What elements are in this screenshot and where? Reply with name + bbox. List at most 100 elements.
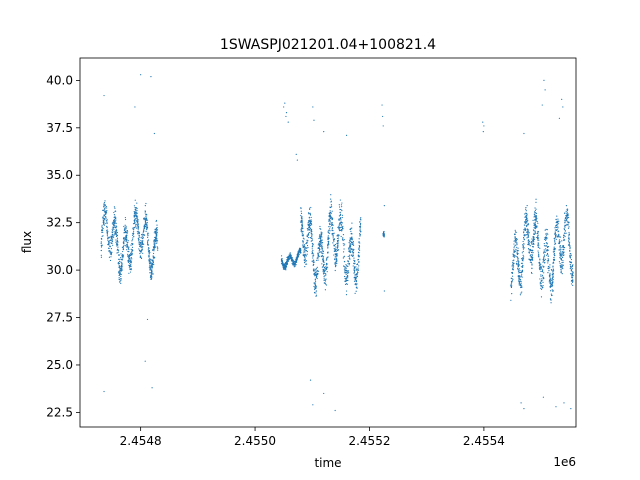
data-point — [540, 287, 542, 289]
y-axis-ticks: 22.525.027.530.032.535.037.540.0 — [46, 73, 80, 419]
data-point — [305, 263, 307, 265]
data-point — [559, 266, 562, 268]
data-point — [571, 266, 573, 268]
data-point — [145, 219, 147, 221]
data-point — [558, 261, 561, 263]
data-point — [519, 276, 521, 278]
data-point — [101, 227, 103, 229]
data-point — [344, 271, 346, 273]
data-point — [547, 259, 550, 261]
data-point — [563, 249, 565, 251]
data-point — [556, 236, 558, 238]
data-point — [356, 273, 358, 276]
data-point — [536, 221, 538, 223]
data-point — [298, 254, 300, 256]
data-point — [358, 247, 360, 250]
data-point — [539, 283, 541, 285]
data-point — [520, 286, 522, 289]
data-point — [124, 227, 126, 229]
data-point — [532, 240, 535, 242]
data-point — [137, 231, 140, 233]
data-point — [327, 247, 329, 249]
data-point — [303, 252, 305, 254]
data-point — [124, 224, 126, 226]
data-point — [328, 219, 331, 221]
data-point — [537, 230, 539, 233]
data-point — [150, 274, 153, 276]
data-point — [532, 239, 534, 241]
data-point — [511, 292, 513, 295]
data-point — [102, 223, 105, 225]
data-point — [296, 257, 299, 259]
data-point — [353, 266, 356, 268]
data-point — [282, 262, 284, 264]
data-point — [132, 227, 134, 229]
data-point — [354, 260, 356, 262]
data-point — [525, 228, 527, 230]
data-point — [546, 232, 548, 234]
data-point — [325, 278, 327, 280]
data-point — [359, 235, 361, 237]
data-point — [128, 266, 131, 268]
data-point — [554, 233, 556, 235]
data-point — [132, 228, 134, 230]
data-point — [152, 261, 155, 263]
data-point — [383, 235, 385, 237]
data-point — [140, 74, 142, 76]
data-point — [111, 228, 113, 230]
data-point — [301, 224, 303, 226]
data-point — [563, 251, 565, 254]
data-point — [143, 218, 145, 221]
data-point — [352, 242, 354, 244]
data-point — [329, 221, 331, 223]
data-point — [512, 262, 514, 265]
data-point — [119, 272, 122, 274]
data-point — [307, 212, 310, 214]
data-point — [512, 267, 514, 269]
data-point — [566, 217, 569, 219]
data-point — [551, 289, 553, 291]
data-point — [545, 250, 547, 252]
data-point — [513, 251, 515, 253]
y-tick-label: 32.5 — [46, 216, 73, 230]
data-point — [518, 281, 520, 283]
data-point — [125, 246, 128, 248]
data-point — [116, 242, 118, 244]
data-point — [533, 211, 536, 213]
data-point — [348, 254, 351, 256]
data-point — [129, 271, 132, 273]
data-point — [113, 211, 115, 214]
data-point — [539, 282, 541, 284]
data-point — [143, 234, 145, 236]
data-point — [515, 240, 517, 242]
data-point — [514, 236, 516, 238]
data-point — [547, 272, 549, 274]
data-point — [106, 226, 108, 229]
data-point — [106, 207, 108, 209]
data-point — [333, 240, 335, 242]
data-point — [314, 278, 316, 280]
data-point — [317, 259, 319, 261]
x-axis-title: time — [314, 456, 341, 470]
data-point — [359, 225, 362, 227]
data-point — [539, 265, 542, 267]
data-point — [571, 277, 573, 279]
data-point — [321, 246, 323, 248]
data-point — [307, 229, 309, 231]
data-point — [530, 251, 533, 254]
data-point — [151, 262, 154, 265]
data-point — [321, 263, 323, 265]
data-point — [150, 267, 152, 269]
data-point — [536, 236, 538, 239]
data-point — [111, 238, 113, 240]
data-point — [538, 254, 540, 256]
data-point — [133, 205, 136, 207]
data-point — [519, 278, 522, 280]
data-point — [559, 247, 561, 249]
data-point — [346, 275, 349, 277]
data-point — [321, 249, 323, 251]
data-point — [524, 216, 527, 218]
data-point — [521, 274, 523, 276]
data-point — [125, 228, 127, 230]
data-point — [135, 225, 137, 227]
